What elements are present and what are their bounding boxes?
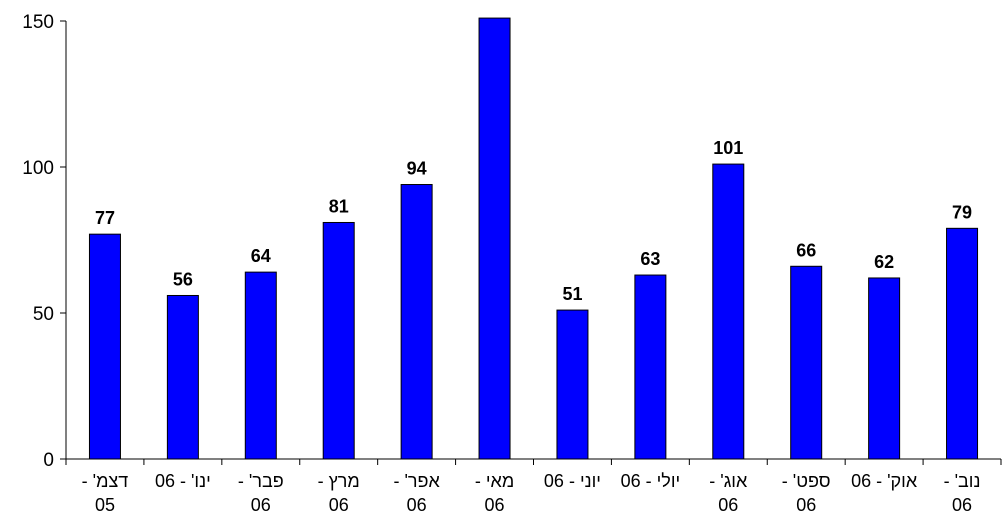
data-label: 63 [640, 249, 660, 269]
x-tick-label: מרץ - [318, 471, 360, 491]
x-tick-label: 06 [407, 495, 427, 515]
x-tick-label: 06 [796, 495, 816, 515]
y-tick-label: 0 [43, 450, 54, 471]
bar [946, 227, 979, 460]
bar [400, 184, 433, 460]
x-tick-label: יולי - 06 [621, 471, 681, 491]
data-label: 81 [329, 196, 349, 216]
x-tick-label: 06 [485, 495, 505, 515]
x-tick-label: אוק' - 06 [851, 471, 918, 491]
y-axis: 0 50 100 150 [22, 12, 67, 471]
bar [556, 309, 589, 460]
x-tick-label: 06 [329, 495, 349, 515]
category-labels: דצמ' - 05 ינו' - 06 פבר' - 06 מרץ - 06 אפר' - 06… [82, 471, 981, 515]
bar [244, 271, 277, 460]
y-tick-label: 100 [22, 158, 54, 179]
data-label: 62 [874, 252, 894, 272]
x-axis [65, 458, 1002, 465]
bar [88, 233, 121, 460]
data-label: 56 [173, 269, 193, 289]
data-label: 64 [251, 246, 271, 266]
data-label: 51 [562, 284, 582, 304]
x-tick-label: אפר' - [393, 471, 440, 491]
x-tick-label: אוג' - [709, 471, 748, 491]
y-tick-label: 150 [22, 12, 54, 33]
bar [478, 17, 511, 460]
x-tick-label: 06 [718, 495, 738, 515]
data-label: 94 [407, 159, 427, 179]
x-tick-label: מאי - [475, 471, 514, 491]
x-tick-label: נוב' - [944, 471, 981, 491]
bar [790, 265, 823, 460]
bar [166, 294, 199, 460]
x-tick-label: 06 [952, 495, 972, 515]
data-label: 77 [95, 208, 115, 228]
bar [322, 221, 355, 460]
bar [634, 274, 667, 460]
bar [868, 277, 901, 460]
x-tick-label: ינו' - 06 [155, 471, 211, 491]
bars [88, 17, 979, 460]
bar [712, 163, 745, 460]
x-tick-label: ספט' - [782, 471, 831, 491]
x-tick-label: 05 [95, 495, 115, 515]
y-tick-label: 50 [33, 304, 54, 325]
data-label: 79 [952, 202, 972, 222]
x-tick-label: פבר' - [238, 471, 284, 491]
data-label: 66 [796, 240, 816, 260]
data-labels: 77 56 64 81 94 51 63 101 66 62 79 [95, 138, 972, 304]
data-label: 101 [713, 138, 743, 158]
x-tick-label: יוני - 06 [544, 471, 601, 491]
x-tick-label: 06 [251, 495, 271, 515]
x-tick-label: דצמ' - [82, 471, 129, 491]
